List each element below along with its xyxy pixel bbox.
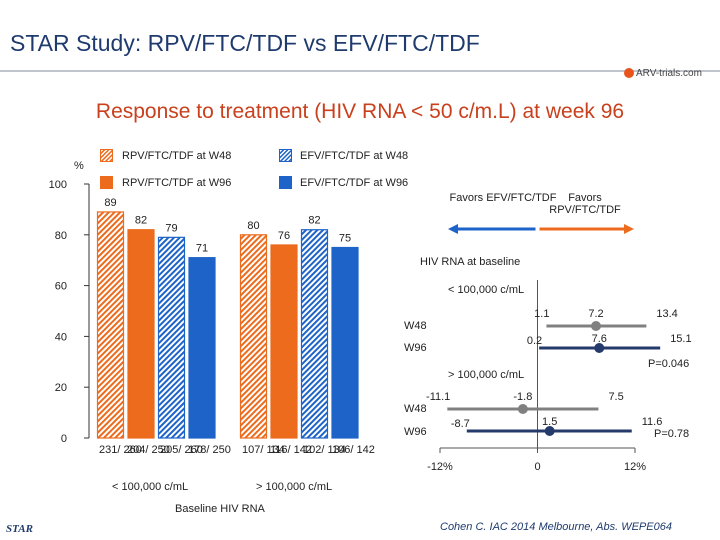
ci-label-low-w48-1: 7.2: [588, 308, 603, 320]
y-tick-label-100: 100: [49, 179, 67, 191]
bar-rpv-w96-low: [127, 229, 155, 439]
y-tick-label-40: 40: [55, 331, 67, 343]
bar-value-rpv-w96-low: 82: [135, 215, 147, 227]
logo-text: ARV-trials.com: [636, 68, 702, 79]
ci-label-high-w48-2: 7.5: [608, 391, 623, 403]
y-tick-label-0: 0: [61, 433, 67, 445]
legend-swatch-efv-w96: [279, 176, 292, 189]
bar-value-rpv-w48-high: 80: [247, 220, 259, 232]
bar-value-rpv-w96-high: 76: [278, 230, 290, 242]
y-tick-label-80: 80: [55, 230, 67, 242]
favors-left-label: Favors EFV/FTC/TDF: [449, 192, 557, 204]
n-label-efv-w96-low: 178/ 250: [188, 444, 231, 456]
header-divider: [0, 70, 720, 72]
ci-label-low-w96-0: 0.2: [527, 335, 542, 347]
bar-value-efv-w96-low: 71: [196, 243, 208, 255]
ci-label-high-w96-1: 1.5: [542, 416, 557, 428]
n-label-efv-w96-high: 106/ 142: [332, 444, 375, 456]
legend-label-rpv-w48: RPV/FTC/TDF at W48: [122, 150, 232, 162]
ci-label-low-w48-0: 1.1: [534, 308, 549, 320]
ci-label-low-w96-1: 7.6: [592, 333, 607, 345]
forest-x-tick-label-0: -12%: [427, 461, 453, 473]
y-tick-label-60: 60: [55, 281, 67, 293]
bar-value-efv-w96-high: 75: [339, 233, 351, 245]
x-axis-label: Baseline HIV RNA: [175, 503, 265, 515]
legend-swatch-efv-w48: [279, 149, 292, 162]
row-label-high-w48: W48: [404, 403, 427, 415]
forest-plot: -12% 0 12% 1.1 7.2 13.4 0.2 7.6 15.1 -11.1 -1.8 7.5…: [426, 224, 692, 473]
n-label-efv-w48-high: 102/ 134: [303, 444, 346, 456]
page-title: STAR Study: RPV/FTC/TDF vs EFV/FTC/TDF: [10, 30, 480, 56]
arrow-head-rpv: [624, 224, 634, 234]
forest-x-tick-label-1: 0: [534, 461, 540, 473]
n-label-efv-w48-low: 205/ 260: [160, 444, 203, 456]
legend-label-rpv-w96: RPV/FTC/TDF at W96: [122, 177, 232, 189]
n-label-rpv-w96-high: 116/ 142: [270, 444, 313, 456]
bar-rpv-w48-low: [96, 211, 125, 439]
row-label-low-w48: W48: [404, 320, 427, 332]
bar-value-efv-w48-high: 82: [308, 215, 320, 227]
bar-efv-w48-high: [300, 229, 329, 439]
row-label-high-w96: W96: [404, 426, 427, 438]
bar-rpv-w96-high: [270, 244, 298, 439]
legend-label-efv-w48: EFV/FTC/TDF at W48: [300, 150, 409, 162]
bar-efv-w48-low: [157, 236, 186, 439]
forest-x-tick-label-2: 12%: [624, 461, 646, 473]
bar-efv-w96-high: [331, 246, 359, 439]
legend-swatch-rpv-w48: [100, 149, 113, 162]
study-logo: STAR: [6, 523, 33, 535]
chart-subtitle: Response to treatment (HIV RNA < 50 c/m.…: [95, 100, 625, 123]
favors-right-label: Favors RPV/FTC/TDF: [549, 192, 621, 216]
ci-label-low-w48-2: 13.4: [656, 308, 677, 320]
y-tick-label-20: 20: [55, 382, 67, 394]
ci-point-high-w48: [517, 404, 528, 414]
site-logo: ARV-trials.com: [624, 68, 702, 79]
ci-point-high-w96: [544, 426, 555, 436]
n-label-rpv-w96-low: 204/ 250: [127, 444, 170, 456]
ci-label-high-w48-0: -11.1: [426, 391, 450, 403]
ci-point-low-w96: [594, 343, 605, 353]
forest-group-low: < 100,000 c/mL: [448, 284, 525, 296]
n-label-rpv-w48-low: 231/ 260: [99, 444, 142, 456]
ci-label-high-w48-1: -1.8: [513, 391, 532, 403]
forest-title: HIV RNA at baseline: [420, 256, 521, 268]
y-axis-label: %: [74, 160, 84, 172]
ci-label-low-w96-2: 15.1: [670, 333, 691, 345]
n-label-rpv-w48-high: 107/ 134: [242, 444, 285, 456]
bar-chart: 0 20 40 60 80 100 89 80 82 76 79 82 71 75: [49, 179, 359, 445]
ci-label-high-w96-0: -8.7: [451, 418, 470, 430]
citation: Cohen C. IAC 2014 Melbourne, Abs. WEPE06…: [440, 521, 672, 533]
ci-point-low-w48: [591, 321, 601, 331]
p-value-high: P=0.78: [654, 428, 690, 440]
ci-label-high-w96-2: 11.6: [642, 416, 663, 428]
bar-value-rpv-w48-low: 89: [104, 197, 116, 209]
logo-icon: [624, 68, 634, 79]
group-label-high: > 100,000 c/mL: [256, 481, 333, 493]
legend-label-efv-w96: EFV/FTC/TDF at W96: [300, 177, 409, 189]
bar-efv-w96-low: [188, 257, 216, 439]
bar-rpv-w48-high: [239, 234, 268, 439]
forest-group-high: > 100,000 c/mL: [448, 369, 525, 381]
legend-swatch-rpv-w96: [100, 176, 113, 189]
row-label-low-w96: W96: [404, 342, 427, 354]
p-value-low: P=0.046: [648, 358, 690, 370]
group-label-low: < 100,000 c/mL: [112, 481, 189, 493]
bar-value-efv-w48-low: 79: [165, 222, 177, 234]
arrow-head-efv: [448, 224, 458, 234]
